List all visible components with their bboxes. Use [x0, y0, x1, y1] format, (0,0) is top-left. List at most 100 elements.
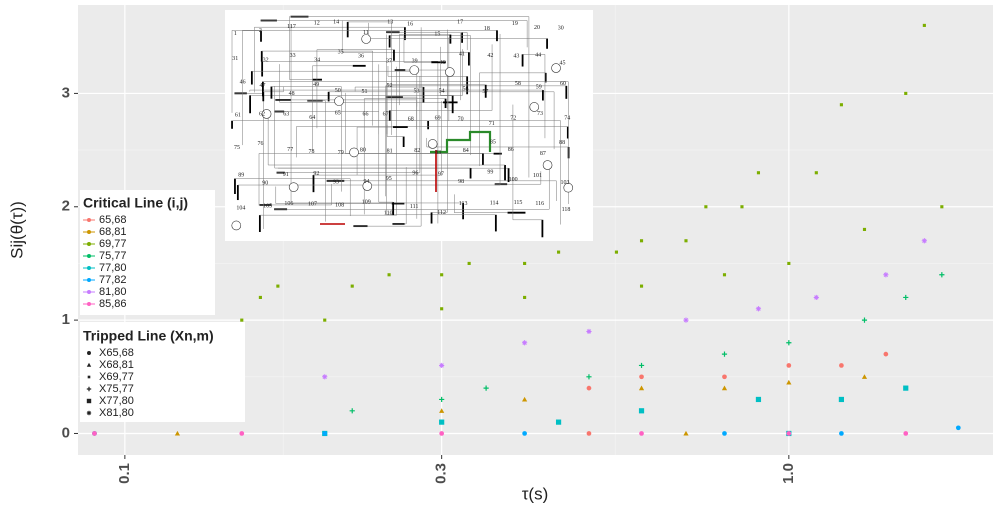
point [840, 103, 843, 106]
point [723, 273, 726, 276]
node-label: 84 [463, 148, 469, 154]
node-label: 49 [313, 82, 319, 88]
node-label: 103 [560, 180, 569, 186]
node-label: 60 [560, 81, 566, 87]
node-label: 37 [386, 58, 392, 64]
node-label: 111 [410, 204, 419, 210]
node-label: 62 [259, 111, 265, 117]
point [756, 306, 761, 311]
legend-key [87, 278, 91, 282]
point [276, 285, 279, 288]
generator [428, 139, 437, 148]
legend-key [87, 266, 91, 270]
y-axis-title: Sij(θ(τ)) [7, 201, 26, 259]
legend-label: 81,80 [99, 286, 127, 298]
point [240, 319, 243, 322]
node-label: 39 [412, 59, 418, 65]
x-tick-label: 0.1 [116, 463, 133, 484]
point [239, 431, 244, 436]
node-label: 112 [437, 210, 446, 216]
legend-key [87, 302, 91, 306]
node-label: 72 [510, 115, 516, 121]
node-label: 118 [562, 207, 571, 213]
node-label: 88 [559, 140, 565, 146]
node-label: 101 [533, 173, 542, 179]
point [863, 228, 866, 231]
point [523, 262, 526, 265]
generator [530, 102, 539, 111]
node-label: 54 [439, 88, 445, 94]
legend-title: Critical Line (i,j) [83, 195, 188, 211]
generator [445, 68, 454, 77]
point [839, 363, 844, 368]
node-label: 95 [386, 176, 392, 182]
node-label: 85 [490, 139, 496, 145]
node-label: 74 [564, 116, 570, 122]
point [722, 374, 727, 379]
point [883, 272, 888, 277]
node-label: 44 [535, 52, 541, 58]
node-label: 2 [259, 28, 262, 34]
node-label: 86 [508, 147, 514, 153]
point [468, 262, 471, 265]
node-label: 66 [362, 111, 368, 117]
node-label: 117 [287, 24, 296, 30]
node-label: 56 [462, 87, 468, 93]
node-label: 76 [258, 141, 264, 147]
node-label: 83 [435, 150, 441, 156]
node-label: 106 [284, 201, 293, 207]
point [940, 205, 943, 208]
point [757, 171, 760, 174]
point [814, 295, 819, 300]
node-label: 114 [490, 200, 499, 206]
node-label: 94 [363, 179, 369, 185]
legend-key [88, 376, 91, 379]
generator [362, 34, 371, 43]
node-label: 46 [240, 79, 246, 85]
point [440, 307, 443, 310]
node-label: 116 [535, 201, 544, 207]
node-label: 65 [335, 111, 341, 117]
node-label: 48 [289, 91, 295, 97]
node-label: 71 [489, 121, 495, 127]
node-label: 45 [559, 60, 565, 66]
legend-key [87, 290, 91, 294]
point [522, 431, 527, 436]
point [904, 92, 907, 95]
node-label: 110 [384, 211, 393, 217]
node-label: 36 [358, 53, 364, 59]
node-label: 13 [387, 19, 393, 25]
point [756, 397, 761, 402]
point [922, 238, 927, 243]
legend-label: 85,86 [99, 298, 127, 310]
node-label: 67 [383, 111, 389, 117]
node-label: 104 [236, 206, 245, 212]
node-label: 14 [333, 20, 339, 26]
node-label: 99 [487, 169, 493, 175]
point [786, 363, 791, 368]
legend-key [87, 411, 91, 415]
point [639, 408, 644, 413]
legend-key [87, 230, 91, 234]
point [815, 171, 818, 174]
node-label: 70 [458, 117, 464, 123]
point [787, 262, 790, 265]
node-label: 91 [283, 172, 289, 178]
generator [335, 97, 344, 106]
node-label: 51 [361, 89, 367, 95]
node-label: 17 [457, 20, 463, 26]
node-label: 61 [235, 112, 241, 118]
node-label: 89 [238, 173, 244, 179]
point [683, 318, 688, 323]
node-label: 33 [290, 53, 296, 59]
x-tick-label: 0.3 [433, 463, 450, 484]
generator [232, 221, 241, 230]
node-label: 53 [413, 88, 419, 94]
legend-label: 77,82 [99, 274, 127, 286]
node-label: 50 [335, 88, 341, 94]
node-label: 115 [514, 200, 523, 206]
generator [350, 148, 359, 157]
node-label: 97 [438, 171, 444, 177]
